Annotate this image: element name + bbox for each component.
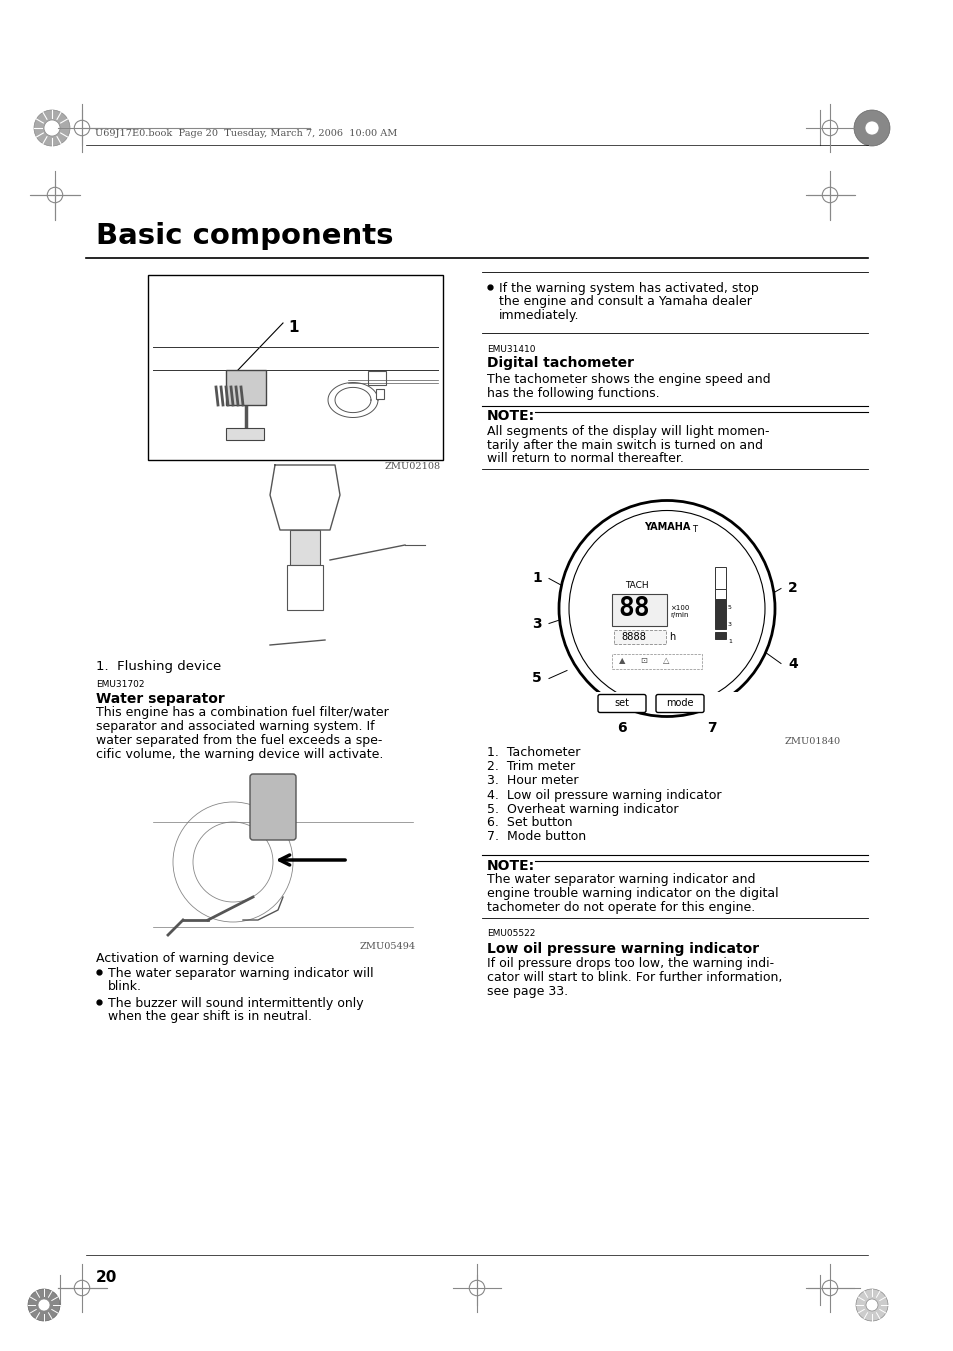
Text: NOTE:: NOTE: xyxy=(486,409,535,423)
Bar xyxy=(287,565,323,611)
Text: Basic components: Basic components xyxy=(96,222,393,250)
Text: NOTE:: NOTE: xyxy=(486,858,535,873)
FancyBboxPatch shape xyxy=(612,654,701,669)
Text: ▲: ▲ xyxy=(618,657,624,665)
Text: This engine has a combination fuel filter/water: This engine has a combination fuel filte… xyxy=(96,707,388,719)
Text: see page 33.: see page 33. xyxy=(486,985,568,998)
Text: If the warning system has activated, stop: If the warning system has activated, sto… xyxy=(498,282,758,295)
Text: 20: 20 xyxy=(96,1270,117,1285)
Text: engine trouble warning indicator on the digital: engine trouble warning indicator on the … xyxy=(486,888,778,901)
Text: Activation of warning device: Activation of warning device xyxy=(96,952,274,965)
Text: 5: 5 xyxy=(532,671,541,685)
FancyBboxPatch shape xyxy=(598,694,645,712)
Text: water separated from the fuel exceeds a spe-: water separated from the fuel exceeds a … xyxy=(96,734,382,747)
Text: 3: 3 xyxy=(532,616,541,631)
Text: EMU05522: EMU05522 xyxy=(486,929,535,939)
Text: 1.  Tachometer: 1. Tachometer xyxy=(486,747,579,759)
Text: mode: mode xyxy=(665,698,693,708)
Text: 4: 4 xyxy=(787,657,797,670)
Text: cific volume, the warning device will activate.: cific volume, the warning device will ac… xyxy=(96,748,383,761)
Text: EMU31702: EMU31702 xyxy=(96,680,144,689)
Text: 3: 3 xyxy=(727,621,731,627)
Text: YAMAHA: YAMAHA xyxy=(643,523,689,532)
Bar xyxy=(375,389,384,399)
Text: U69J17E0.book  Page 20  Tuesday, March 7, 2006  10:00 AM: U69J17E0.book Page 20 Tuesday, March 7, … xyxy=(95,128,397,138)
Text: when the gear shift is in neutral.: when the gear shift is in neutral. xyxy=(108,1011,312,1023)
Bar xyxy=(226,428,264,440)
Text: 7: 7 xyxy=(706,721,716,735)
Text: cator will start to blink. For further information,: cator will start to blink. For further i… xyxy=(486,971,781,985)
Bar xyxy=(290,530,319,565)
Text: Low oil pressure warning indicator: Low oil pressure warning indicator xyxy=(486,942,759,955)
Text: immediately.: immediately. xyxy=(498,309,578,322)
Text: tarily after the main switch is turned on and: tarily after the main switch is turned o… xyxy=(486,439,762,451)
Text: The water separator warning indicator will: The water separator warning indicator wi… xyxy=(108,967,374,979)
FancyBboxPatch shape xyxy=(612,593,666,626)
Bar xyxy=(226,370,266,405)
Text: 1: 1 xyxy=(727,639,731,644)
Text: tachometer do not operate for this engine.: tachometer do not operate for this engin… xyxy=(486,901,755,915)
Bar xyxy=(714,605,725,619)
Text: Digital tachometer: Digital tachometer xyxy=(486,357,634,370)
Text: T: T xyxy=(692,524,697,534)
Text: blink.: blink. xyxy=(108,979,142,993)
Text: 5.  Overheat warning indicator: 5. Overheat warning indicator xyxy=(486,802,678,816)
Text: 1: 1 xyxy=(288,320,298,335)
Circle shape xyxy=(28,1289,60,1321)
Text: 3.  Hour meter: 3. Hour meter xyxy=(486,774,578,788)
Text: 8888: 8888 xyxy=(620,631,646,642)
Text: 1.  Flushing device: 1. Flushing device xyxy=(96,661,221,673)
Text: 5: 5 xyxy=(727,605,731,611)
Text: The tachometer shows the engine speed and: The tachometer shows the engine speed an… xyxy=(486,373,770,385)
Bar xyxy=(368,372,386,385)
Circle shape xyxy=(865,1300,877,1310)
Text: EMU31410: EMU31410 xyxy=(486,345,535,354)
Text: 7.  Mode button: 7. Mode button xyxy=(486,831,585,843)
Text: ⊡: ⊡ xyxy=(639,657,647,665)
Circle shape xyxy=(38,1300,50,1310)
Text: 2: 2 xyxy=(787,581,797,596)
Text: 1: 1 xyxy=(532,571,541,585)
Bar xyxy=(714,631,725,639)
Bar xyxy=(714,593,725,608)
Text: separator and associated warning system. If: separator and associated warning system.… xyxy=(96,720,375,734)
Text: All segments of the display will light momen-: All segments of the display will light m… xyxy=(486,424,769,438)
Text: The buzzer will sound intermittently only: The buzzer will sound intermittently onl… xyxy=(108,997,363,1011)
Circle shape xyxy=(44,120,60,136)
Text: will return to normal thereafter.: will return to normal thereafter. xyxy=(486,453,683,466)
Circle shape xyxy=(855,1289,887,1321)
FancyBboxPatch shape xyxy=(656,694,703,712)
Text: the engine and consult a Yamaha dealer: the engine and consult a Yamaha dealer xyxy=(498,296,751,308)
Text: Water separator: Water separator xyxy=(96,692,225,707)
Circle shape xyxy=(558,500,774,716)
Text: ZMU05494: ZMU05494 xyxy=(359,942,416,951)
Bar xyxy=(714,619,725,628)
Text: 2.  Trim meter: 2. Trim meter xyxy=(486,761,575,774)
Text: TACH: TACH xyxy=(624,581,648,589)
Text: has the following functions.: has the following functions. xyxy=(486,386,659,400)
FancyBboxPatch shape xyxy=(614,630,665,643)
Circle shape xyxy=(853,109,889,146)
FancyBboxPatch shape xyxy=(250,774,295,840)
Bar xyxy=(714,566,725,589)
Bar xyxy=(563,692,769,712)
Text: ×100
r/min: ×100 r/min xyxy=(669,605,689,617)
Text: 6: 6 xyxy=(617,721,626,735)
Text: If oil pressure drops too low, the warning indi-: If oil pressure drops too low, the warni… xyxy=(486,958,773,970)
Text: △: △ xyxy=(662,657,669,665)
Text: 88: 88 xyxy=(618,597,649,623)
Circle shape xyxy=(864,122,878,135)
Text: 4.  Low oil pressure warning indicator: 4. Low oil pressure warning indicator xyxy=(486,789,720,801)
Text: ZMU02108: ZMU02108 xyxy=(384,462,440,471)
Text: h: h xyxy=(668,631,675,642)
Text: The water separator warning indicator and: The water separator warning indicator an… xyxy=(486,874,755,886)
Text: 6.  Set button: 6. Set button xyxy=(486,816,572,830)
Bar xyxy=(148,276,442,459)
Bar xyxy=(148,771,417,942)
Circle shape xyxy=(34,109,70,146)
Text: set: set xyxy=(614,698,629,708)
Bar xyxy=(714,580,725,598)
Text: ZMU01840: ZMU01840 xyxy=(784,736,841,746)
